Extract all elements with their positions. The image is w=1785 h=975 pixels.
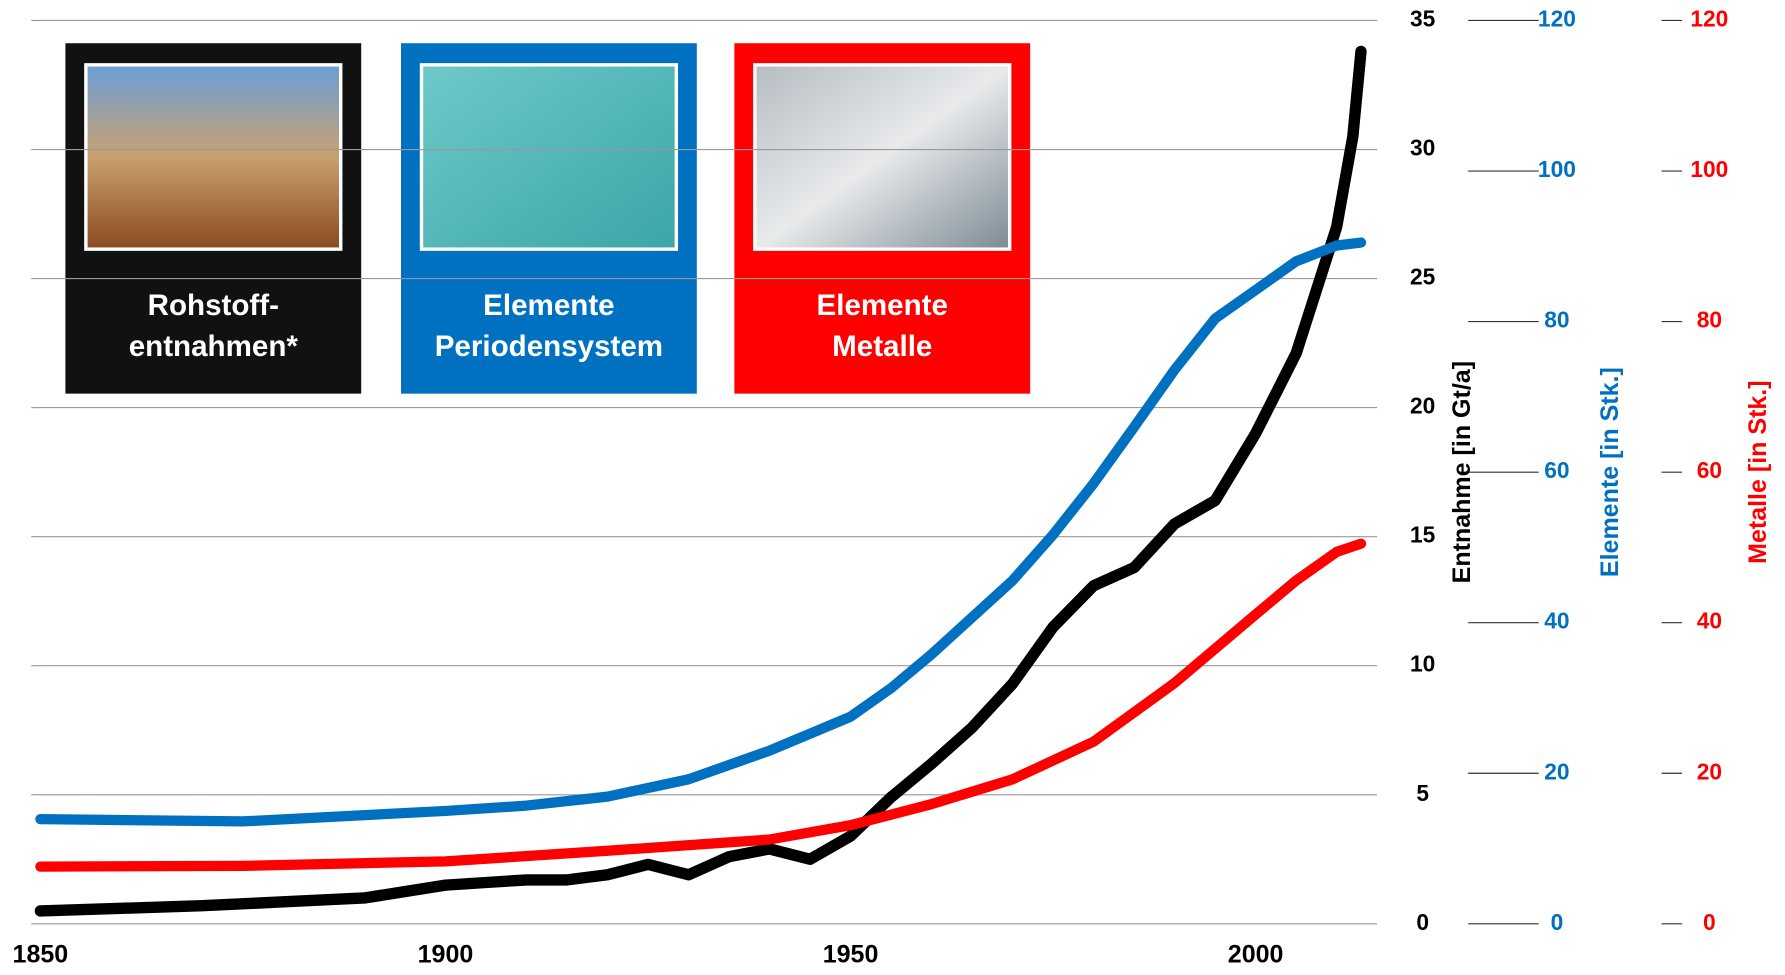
annotations: Rohstoff-entnahmen* Elemente Periodensyste… [65, 43, 1031, 394]
y-tick-label: 30 [1410, 135, 1435, 161]
y2-axis-title: Elemente [in Stk.] [1596, 367, 1624, 577]
annotation-text: Elemente [817, 289, 948, 322]
y2-tick-label: 40 [1544, 608, 1569, 634]
y3-tick-label: 20 [1697, 758, 1722, 784]
y3-tick-label: 80 [1697, 307, 1722, 333]
y2-tick-label: 0 [1551, 909, 1564, 935]
line-series [35, 237, 1367, 827]
annotation-photo [753, 63, 1012, 251]
x-tick-label: 1850 [13, 940, 69, 968]
x-tick-label: 1950 [823, 940, 879, 968]
y-axis-title: Entnahme [in Gt/a] [1448, 361, 1476, 583]
annotation-text: Rohstoff- [148, 289, 279, 322]
annotation-photo [419, 63, 679, 251]
annotation-text: Elemente [483, 289, 614, 322]
y-tick-label: 15 [1410, 522, 1436, 548]
y2-tick-label: 60 [1544, 457, 1569, 483]
y2-tick-label: 100 [1538, 156, 1576, 182]
y-tick-label: 20 [1410, 393, 1435, 419]
y3-axis-title: Metalle [in Stk.] [1744, 380, 1772, 563]
x-tick-label: 2000 [1228, 940, 1284, 968]
y2-tick-label: 20 [1544, 758, 1569, 784]
annotation-text: Metalle [832, 330, 932, 363]
annotation-text: Periodensystem [435, 330, 663, 363]
y2-tick-label: 80 [1544, 307, 1569, 333]
y-tick-label: 0 [1416, 909, 1429, 935]
y3-tick-label: 0 [1703, 909, 1716, 935]
y3-tick-label: 40 [1697, 608, 1722, 634]
annotation-text: entnahmen* [129, 330, 299, 363]
y2-tick-label: 120 [1538, 5, 1576, 31]
x-tick-label: 1900 [418, 940, 474, 968]
y-tick-label: 5 [1416, 780, 1429, 806]
y-tick-label: 35 [1410, 5, 1436, 31]
annotation-photo [84, 63, 343, 251]
y3-tick-label: 120 [1690, 5, 1728, 31]
y3-tick-label: 100 [1690, 156, 1728, 182]
line-series [35, 538, 1367, 872]
y3-tick-label: 60 [1697, 457, 1722, 483]
y-tick-label: 10 [1410, 651, 1435, 677]
line-series [34, 45, 1367, 917]
y-tick-label: 25 [1410, 264, 1436, 290]
